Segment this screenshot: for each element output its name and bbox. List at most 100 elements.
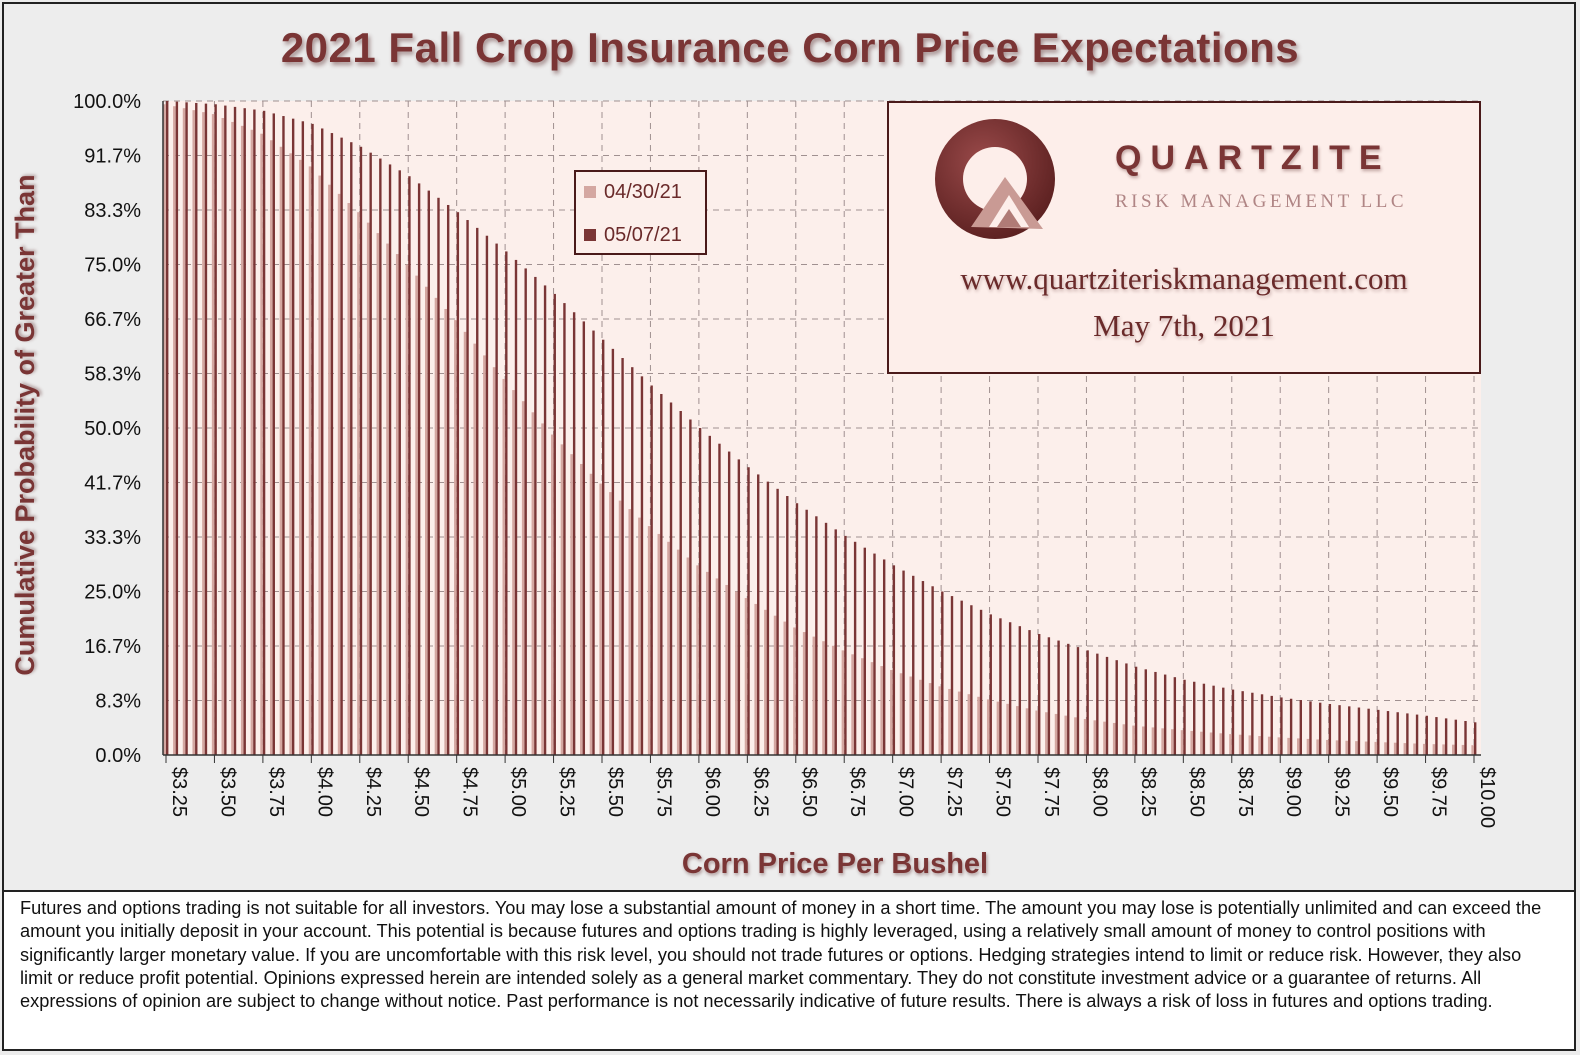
y-tick-label: 8.3%: [95, 691, 141, 713]
x-tick-label: $4.00: [313, 767, 335, 817]
bar-0430: [318, 175, 322, 755]
bar-0430: [1297, 738, 1300, 755]
bar-0430: [1025, 708, 1029, 755]
bar-0430: [211, 114, 215, 755]
bar-0507: [1134, 666, 1138, 755]
x-tick-label: $6.75: [846, 767, 868, 817]
bar-0430: [793, 627, 796, 755]
bar-0507: [805, 509, 808, 755]
y-tick-label: 0.0%: [95, 745, 141, 767]
bar-0430: [1093, 720, 1097, 755]
bar-0507: [1086, 650, 1089, 755]
bar-0507: [1096, 653, 1099, 755]
bar-0430: [492, 367, 496, 755]
bar-0430: [405, 264, 409, 755]
bar-0507: [1474, 722, 1477, 755]
x-tick-label: $4.75: [459, 767, 481, 817]
bar-0430: [996, 701, 1000, 755]
quartzite-q-logo-icon: [935, 119, 1055, 239]
bar-0430: [463, 331, 467, 755]
bar-0430: [434, 297, 438, 755]
bar-0507: [253, 109, 256, 755]
bar-0430: [1355, 741, 1358, 755]
bar-0507: [1105, 656, 1109, 755]
bar-0430: [1219, 733, 1223, 755]
bar-0507: [747, 467, 750, 755]
bar-0430: [1316, 739, 1319, 755]
bar-0507: [1018, 626, 1022, 755]
bar-0430: [1461, 744, 1465, 755]
x-tick-label: $7.75: [1040, 767, 1062, 817]
bar-0430: [725, 584, 728, 755]
bar-0507: [388, 164, 392, 756]
bar-0430: [395, 254, 399, 755]
x-tick-label: $6.25: [749, 767, 771, 817]
bar-0430: [560, 444, 564, 755]
axis-layer: 100.0% 91.7% 83.3% 75.0% 66.7% 58.3% 50.0% 41.7…: [73, 91, 1498, 828]
bar-0507: [669, 402, 673, 755]
bar-0430: [831, 645, 835, 755]
bar-0430: [822, 641, 825, 755]
bar-0430: [1132, 725, 1135, 755]
x-tick-label: $5.50: [604, 767, 626, 817]
bar-0430: [1306, 738, 1310, 755]
bar-0430: [269, 140, 273, 756]
bar-0430: [802, 632, 806, 755]
bar-0430: [483, 355, 486, 755]
bar-0430: [521, 401, 525, 755]
bar-0430: [240, 125, 244, 756]
bar-0430: [415, 275, 418, 755]
y-tick-label: 83.3%: [84, 200, 141, 222]
bar-0507: [1318, 702, 1322, 755]
bar-0430: [1151, 727, 1155, 755]
bar-0507: [379, 158, 382, 755]
bar-0507: [166, 101, 169, 755]
bar-0430: [870, 662, 874, 755]
bar-0430: [454, 320, 457, 755]
bar-0430: [1345, 740, 1349, 755]
bar-0430: [337, 193, 341, 756]
bar-0507: [514, 259, 518, 755]
bar-0430: [1006, 703, 1009, 755]
bar-0430: [647, 526, 651, 755]
bar-0430: [173, 106, 176, 756]
bar-0430: [1384, 742, 1387, 755]
y-tick-label: 58.3%: [84, 364, 141, 386]
x-tick-label: $4.25: [362, 767, 384, 817]
bar-0507: [689, 419, 692, 755]
bar-0507: [640, 376, 644, 755]
bar-0430: [609, 492, 612, 755]
bar-0430: [1035, 710, 1038, 755]
company-name: QUARTZITE: [1115, 139, 1391, 177]
bar-0430: [686, 557, 690, 755]
bar-0430: [851, 654, 854, 755]
bar-0507: [311, 123, 314, 755]
bar-0430: [735, 591, 738, 755]
x-tick-label: $5.25: [556, 767, 578, 817]
bar-0507: [505, 251, 508, 756]
bar-0507: [408, 176, 411, 755]
bar-0430: [764, 609, 767, 755]
bar-0507: [882, 559, 886, 755]
bar-0430: [1393, 742, 1397, 755]
y-tick-label: 66.7%: [84, 309, 141, 331]
y-tick-label: 91.7%: [84, 146, 141, 168]
company-logo-box: QUARTZITE RISK MANAGEMENT LLC www.quartz…: [887, 101, 1481, 374]
bar-0507: [534, 276, 537, 755]
bar-0430: [890, 669, 893, 755]
bar-0430: [1141, 726, 1145, 755]
bar-0430: [308, 166, 312, 755]
bar-0507: [999, 618, 1002, 755]
bar-0507: [698, 428, 702, 755]
bar-0507: [931, 586, 934, 755]
bar-0430: [754, 603, 758, 755]
bar-0507: [417, 183, 421, 756]
bar-0430: [531, 412, 535, 755]
bar-0507: [543, 285, 547, 755]
bar-0430: [1229, 734, 1232, 755]
x-tick-label: $7.25: [943, 767, 965, 817]
bar-0507: [1222, 687, 1225, 755]
legend-item-0507: 05/07/21: [584, 223, 682, 247]
bar-0507: [243, 108, 246, 756]
bar-0430: [618, 500, 622, 755]
